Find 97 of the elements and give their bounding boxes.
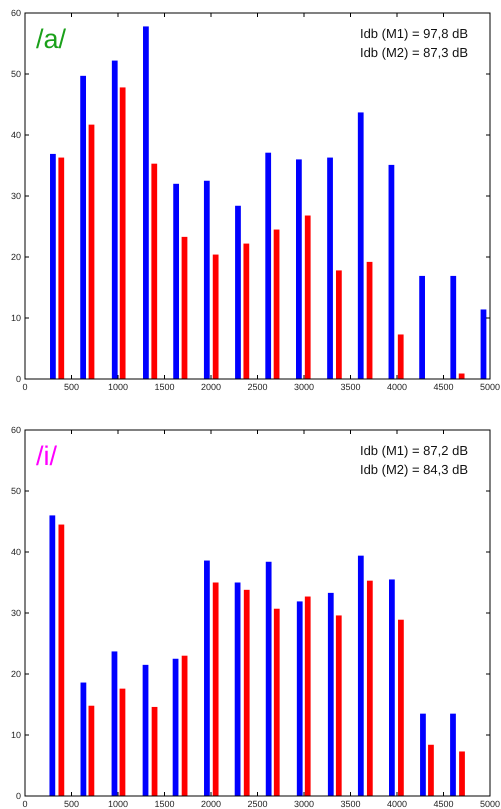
bar [336,270,342,379]
bar [420,714,426,796]
x-tick-label: 4500 [433,799,454,809]
y-tick-label: 50 [10,69,21,79]
y-tick-label: 60 [10,8,21,18]
bar [366,580,373,796]
bar [88,124,94,379]
bar [212,254,219,379]
x-tick-label: 5000 [480,382,500,392]
bar [50,154,56,379]
bar [212,582,219,796]
x-tick-label: 500 [64,799,80,809]
x-tick-label: 3000 [294,382,314,392]
x-tick-label: 1500 [154,382,175,392]
x-tick-label: 2000 [200,799,222,809]
y-tick-label: 0 [16,374,21,384]
x-tick-label: 0 [22,382,28,392]
bar [234,582,240,796]
annotation: Idb (M2) = 84,3 dB [360,462,468,477]
annotation: Idb (M1) = 87,2 dB [360,443,468,458]
x-tick-label: 1000 [108,799,128,809]
bar [459,751,465,796]
bar [428,744,434,796]
x-tick-label: 1500 [154,799,175,809]
bar [235,206,241,379]
bar [388,164,394,379]
bar [358,556,364,796]
bar [480,309,486,379]
y-tick-label: 0 [16,791,21,801]
y-tick-label: 30 [10,608,21,618]
bar [80,682,86,796]
x-tick-label: 4500 [433,382,454,392]
bar [366,262,372,379]
bar [204,560,210,796]
annotation: Idb (M1) = 97,8 dB [360,26,468,41]
bar [450,276,456,379]
bar [450,714,456,796]
bar [274,230,280,379]
bar [120,87,126,379]
bar [80,76,86,379]
bar [204,180,210,379]
bar [327,158,333,379]
bar [112,651,118,796]
bar [358,112,364,379]
bar [58,158,64,379]
bar [398,620,404,796]
bar [304,216,311,379]
x-tick-label: 2000 [200,382,222,392]
bar [172,658,178,796]
y-tick-label: 50 [10,486,21,496]
y-tick-label: 30 [10,191,21,201]
x-tick-label: 4000 [386,799,408,809]
bar [265,152,272,379]
annotation: Idb (M2) = 87,3 dB [360,45,468,60]
bar [266,562,272,796]
bar [182,656,188,796]
bar [296,159,302,379]
bar [328,592,334,796]
x-tick-label: 3500 [340,382,361,392]
bar [151,164,158,379]
y-tick-label: 40 [10,547,21,557]
x-tick-label: 5000 [480,799,500,809]
bar [143,26,149,379]
x-tick-label: 3000 [294,799,314,809]
bar [389,579,395,796]
y-tick-label: 10 [10,730,21,740]
bar [88,706,94,796]
bar [142,664,148,796]
bar [120,688,126,796]
chart-title: /a/ [36,24,67,54]
chart-title: /i/ [36,441,58,471]
x-tick-label: 1000 [108,382,128,392]
bar [398,334,404,379]
y-tick-label: 20 [10,252,21,262]
y-tick-label: 10 [10,313,21,323]
x-tick-label: 2500 [247,382,268,392]
bar [304,596,311,796]
bar [244,590,250,796]
x-tick-label: 0 [22,799,28,809]
bar [173,184,180,379]
bar [243,244,250,379]
bar [58,524,64,796]
x-tick-label: 2500 [247,799,268,809]
bar [152,706,158,796]
bar [182,236,188,379]
y-tick-label: 60 [10,425,21,435]
bar [49,515,56,796]
x-tick-label: 3500 [340,799,361,809]
bar [336,615,342,796]
bar [112,60,118,379]
bar [274,608,280,796]
y-tick-label: 20 [10,669,21,679]
x-tick-label: 500 [64,382,80,392]
x-tick-label: 4000 [386,382,408,392]
bar [296,601,303,796]
y-tick-label: 40 [10,130,21,140]
bar [419,276,425,379]
